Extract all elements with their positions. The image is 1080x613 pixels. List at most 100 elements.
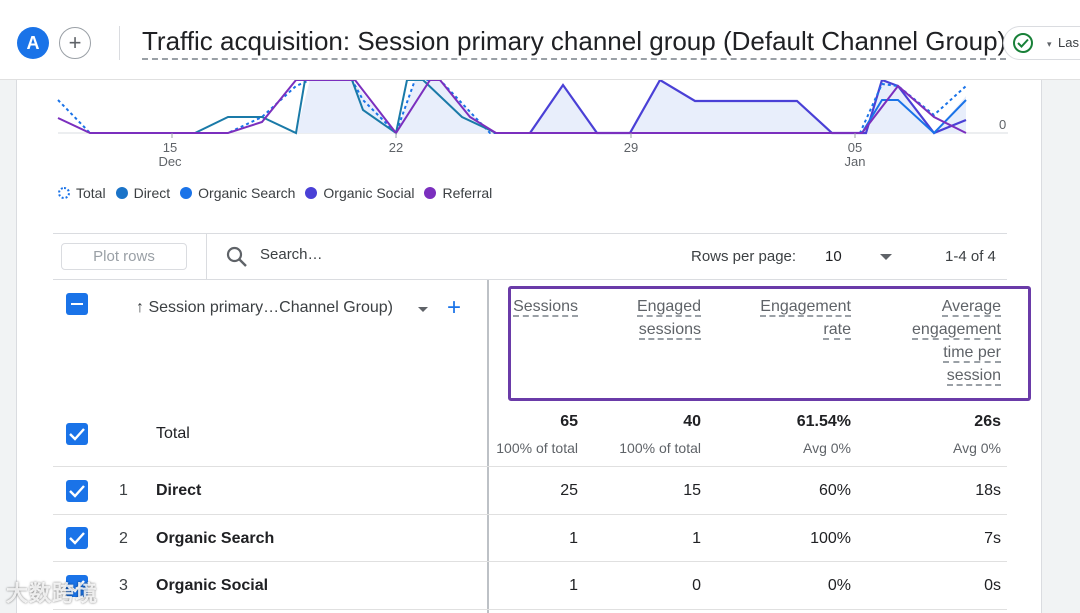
divider	[53, 233, 1007, 234]
x-tick-label: 15 Dec	[150, 141, 190, 169]
cell-engaged-sessions: 15	[683, 482, 701, 499]
column-header-sessions[interactable]: Sessions	[500, 295, 578, 318]
column-header-line: rate	[823, 321, 851, 340]
cell-engagement-rate: 0%	[827, 577, 851, 594]
search-input[interactable]	[260, 246, 460, 263]
column-header-line: time per	[943, 344, 1001, 363]
row-divider	[53, 609, 1007, 610]
report-header: A + Traffic acquisition: Session primary…	[0, 0, 1080, 80]
legend-organic-search-marker	[180, 187, 193, 199]
dimension-column-divider	[487, 280, 489, 613]
rows-per-page-select[interactable]: 10	[825, 248, 842, 265]
report-card	[16, 60, 1042, 613]
total-engaged-sessions-sub: 100% of total	[619, 440, 701, 456]
total-engaged-sessions: 40	[683, 413, 701, 430]
avatar[interactable]: A	[17, 27, 49, 59]
column-header-line: Sessions	[513, 298, 578, 317]
legend-label: Direct	[133, 185, 171, 201]
legend-organic-social-marker	[305, 187, 318, 199]
total-avg-engagement-time-sub: Avg 0%	[953, 440, 1001, 456]
legend-item-total[interactable]: Total	[58, 185, 106, 201]
watermark: 大数跨境	[6, 581, 99, 606]
row-divider	[53, 514, 1007, 515]
legend-item-organic-search[interactable]: Organic Search	[180, 185, 295, 201]
x-tick-day: 29	[623, 140, 639, 155]
row-divider	[53, 561, 1007, 562]
x-tick-day: 05	[847, 140, 863, 155]
dimension-column-header[interactable]: ↑ Session primary…Channel Group)	[136, 299, 393, 316]
row-channel-name: Organic Search	[156, 530, 275, 547]
header-divider	[119, 26, 120, 60]
cell-engagement-rate: 100%	[810, 530, 851, 547]
row-channel-name: Organic Social	[156, 577, 269, 594]
column-header-engagement-rate[interactable]: Engagement rate	[720, 295, 851, 341]
column-header-line: Engagement	[760, 298, 851, 317]
total-row-checkbox[interactable]	[66, 423, 88, 445]
date-range-picker[interactable]: ▾ Las	[1003, 26, 1080, 60]
total-avg-engagement-time: 26s	[974, 413, 1001, 430]
x-tick-label: 05 Jan	[835, 141, 875, 169]
add-dimension-button[interactable]: +	[447, 294, 462, 321]
row-channel-name: Direct	[156, 482, 202, 499]
legend-item-organic-social[interactable]: Organic Social	[305, 185, 414, 201]
add-comparison-button[interactable]: +	[59, 27, 91, 59]
chevron-down-icon[interactable]	[418, 307, 428, 312]
divider	[206, 234, 207, 279]
x-tick-day: 22	[388, 140, 404, 155]
chevron-down-icon[interactable]	[880, 254, 892, 260]
total-sessions: 65	[560, 413, 578, 430]
divider	[53, 279, 1007, 280]
column-header-engaged-sessions[interactable]: Engaged sessions	[590, 295, 701, 341]
legend-label: Referral	[442, 185, 493, 201]
series-referral-line	[57, 79, 967, 135]
plot-rows-button[interactable]: Plot rows	[61, 243, 187, 270]
legend-label: Total	[76, 185, 106, 201]
row-checkbox[interactable]	[66, 527, 88, 549]
legend-label: Organic Search	[198, 185, 296, 201]
cell-engaged-sessions: 1	[692, 530, 701, 547]
legend-item-direct[interactable]: Direct	[115, 185, 171, 201]
x-tick-month: Jan	[844, 154, 866, 169]
cell-avg-engagement-time: 18s	[975, 482, 1001, 499]
page-title[interactable]: Traffic acquisition: Session primary cha…	[142, 24, 1007, 60]
row-index: 2	[119, 530, 128, 547]
column-header-line: Average	[941, 298, 1001, 317]
line-chart	[57, 78, 1008, 138]
x-tick-label: 29	[611, 141, 651, 155]
cell-engagement-rate: 60%	[818, 482, 851, 499]
legend-direct-marker	[115, 187, 128, 199]
column-header-avg-engagement-time[interactable]: Average engagement time per session	[870, 295, 1001, 387]
column-header-line: session	[946, 367, 1001, 386]
check-circle-icon	[1013, 33, 1033, 53]
legend-item-referral[interactable]: Referral	[424, 185, 492, 201]
row-index: 3	[119, 577, 128, 594]
legend-referral-marker	[424, 187, 437, 199]
cell-engaged-sessions: 0	[692, 577, 701, 594]
total-engagement-rate-sub: Avg 0%	[803, 440, 851, 456]
legend-label: Organic Social	[323, 185, 415, 201]
chevron-down-icon: ▾	[1047, 39, 1052, 49]
row-checkbox[interactable]	[66, 480, 88, 502]
column-header-line: engagement	[912, 321, 1001, 340]
select-all-checkbox[interactable]	[66, 293, 88, 315]
total-engagement-rate: 61.54%	[796, 413, 851, 430]
row-checkbox[interactable]	[66, 575, 88, 597]
total-area	[58, 80, 966, 133]
date-range-label: Las	[1058, 35, 1079, 50]
cell-sessions: 1	[569, 577, 578, 594]
row-index: 1	[119, 482, 128, 499]
x-tick-month: Dec	[158, 154, 182, 169]
cell-sessions: 25	[560, 482, 578, 499]
y-axis-zero-label: 0	[999, 117, 1007, 132]
column-header-line: Engaged	[636, 298, 701, 317]
x-tick-label: 22	[376, 141, 416, 155]
legend-total-marker	[58, 187, 70, 199]
series-total-line	[57, 79, 967, 135]
cell-avg-engagement-time: 0s	[984, 577, 1001, 594]
row-divider	[53, 466, 1007, 467]
cell-avg-engagement-time: 7s	[984, 530, 1001, 547]
x-tick-day: 15	[162, 140, 178, 155]
pagination-status: 1-4 of 4	[945, 248, 996, 265]
chart-legend: Total Direct Organic Search Organic Soci…	[58, 185, 502, 201]
